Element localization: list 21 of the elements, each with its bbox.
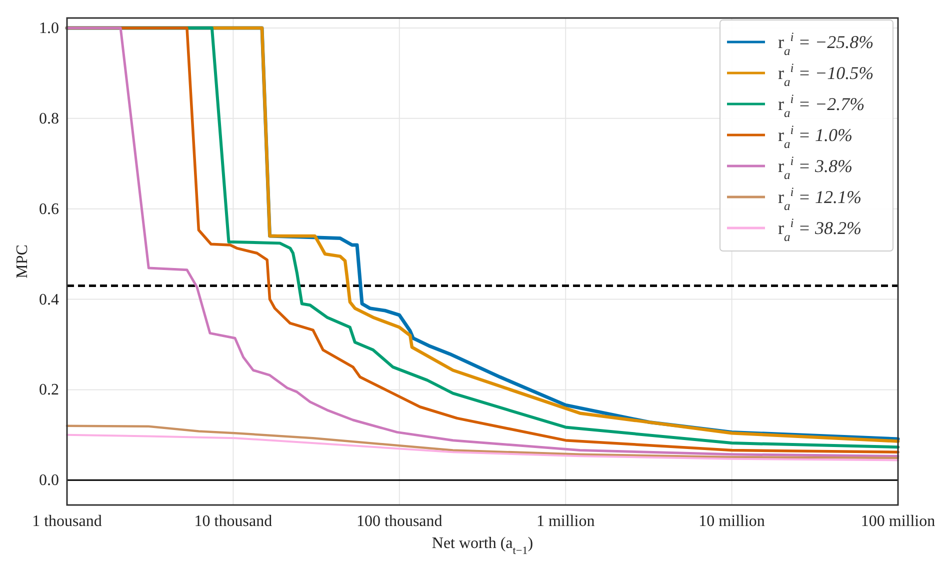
x-tick-label: 1 thousand [32,513,102,530]
y-tick-label: 1.0 [39,20,59,37]
legend-label: r$_{a}$$^{i}$ = −25.8% [778,30,874,58]
legend-label: r$_{a}$$^{i}$ = 38.2% [778,216,862,244]
legend-label: r$_{a}$$^{i}$ = 12.1% [778,185,862,213]
x-tick-label: 10 million [698,513,765,530]
x-tick-label: 100 million [860,513,936,530]
x-tick-label: 1 million [536,513,595,530]
y-tick-label: 0.8 [39,110,59,128]
y-tick-label: 0.6 [39,200,59,218]
legend-label: r$_{a}$$^{i}$ = −10.5% [778,61,874,89]
y-tick-label: 0.2 [39,382,59,399]
y-axis-title: MPC [14,244,31,278]
y-tick-label: 0.0 [39,472,59,490]
legend-label: r$_{a}$$^{i}$ = 3.8% [778,154,852,182]
x-axis-title: Net worth (a$_{t−1}$) [432,535,534,557]
legend-label: r$_{a}$$^{i}$ = −2.7% [778,92,865,120]
legend-label: r$_{a}$$^{i}$ = 1.0% [778,123,852,151]
x-tick-label: 100 thousand [356,513,442,530]
x-tick-label: 10 thousand [194,513,272,530]
y-tick-label: 0.4 [39,291,59,308]
